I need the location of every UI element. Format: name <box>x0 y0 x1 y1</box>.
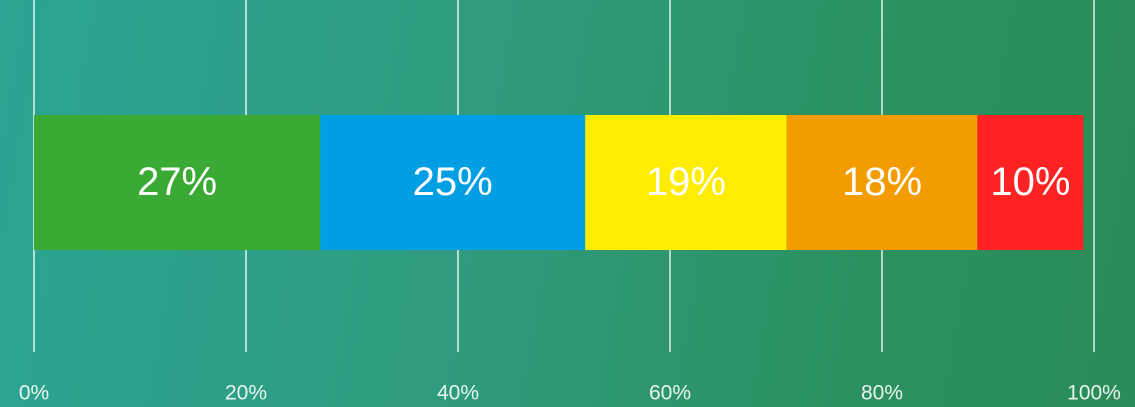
x-tick-label: 0% <box>19 382 49 405</box>
x-tick-label: 60% <box>649 382 691 405</box>
x-tick-label: 80% <box>861 382 903 405</box>
value-label: 19% <box>646 160 726 204</box>
value-label: 18% <box>842 160 922 204</box>
value-label: 25% <box>413 160 493 204</box>
x-tick-label: 40% <box>437 382 479 405</box>
chart: 0% 20% 40% 60% 80% 100% 27% 25% 19% 18% 10% <box>0 0 1135 407</box>
x-tick-label: 20% <box>225 382 267 405</box>
value-label: 10% <box>990 160 1070 204</box>
value-label: 27% <box>137 160 217 204</box>
page: 0%20%40%60%80%100%27%25%19%18%10% {"char… <box>0 0 1135 407</box>
x-tick-label: 100% <box>1067 382 1121 405</box>
